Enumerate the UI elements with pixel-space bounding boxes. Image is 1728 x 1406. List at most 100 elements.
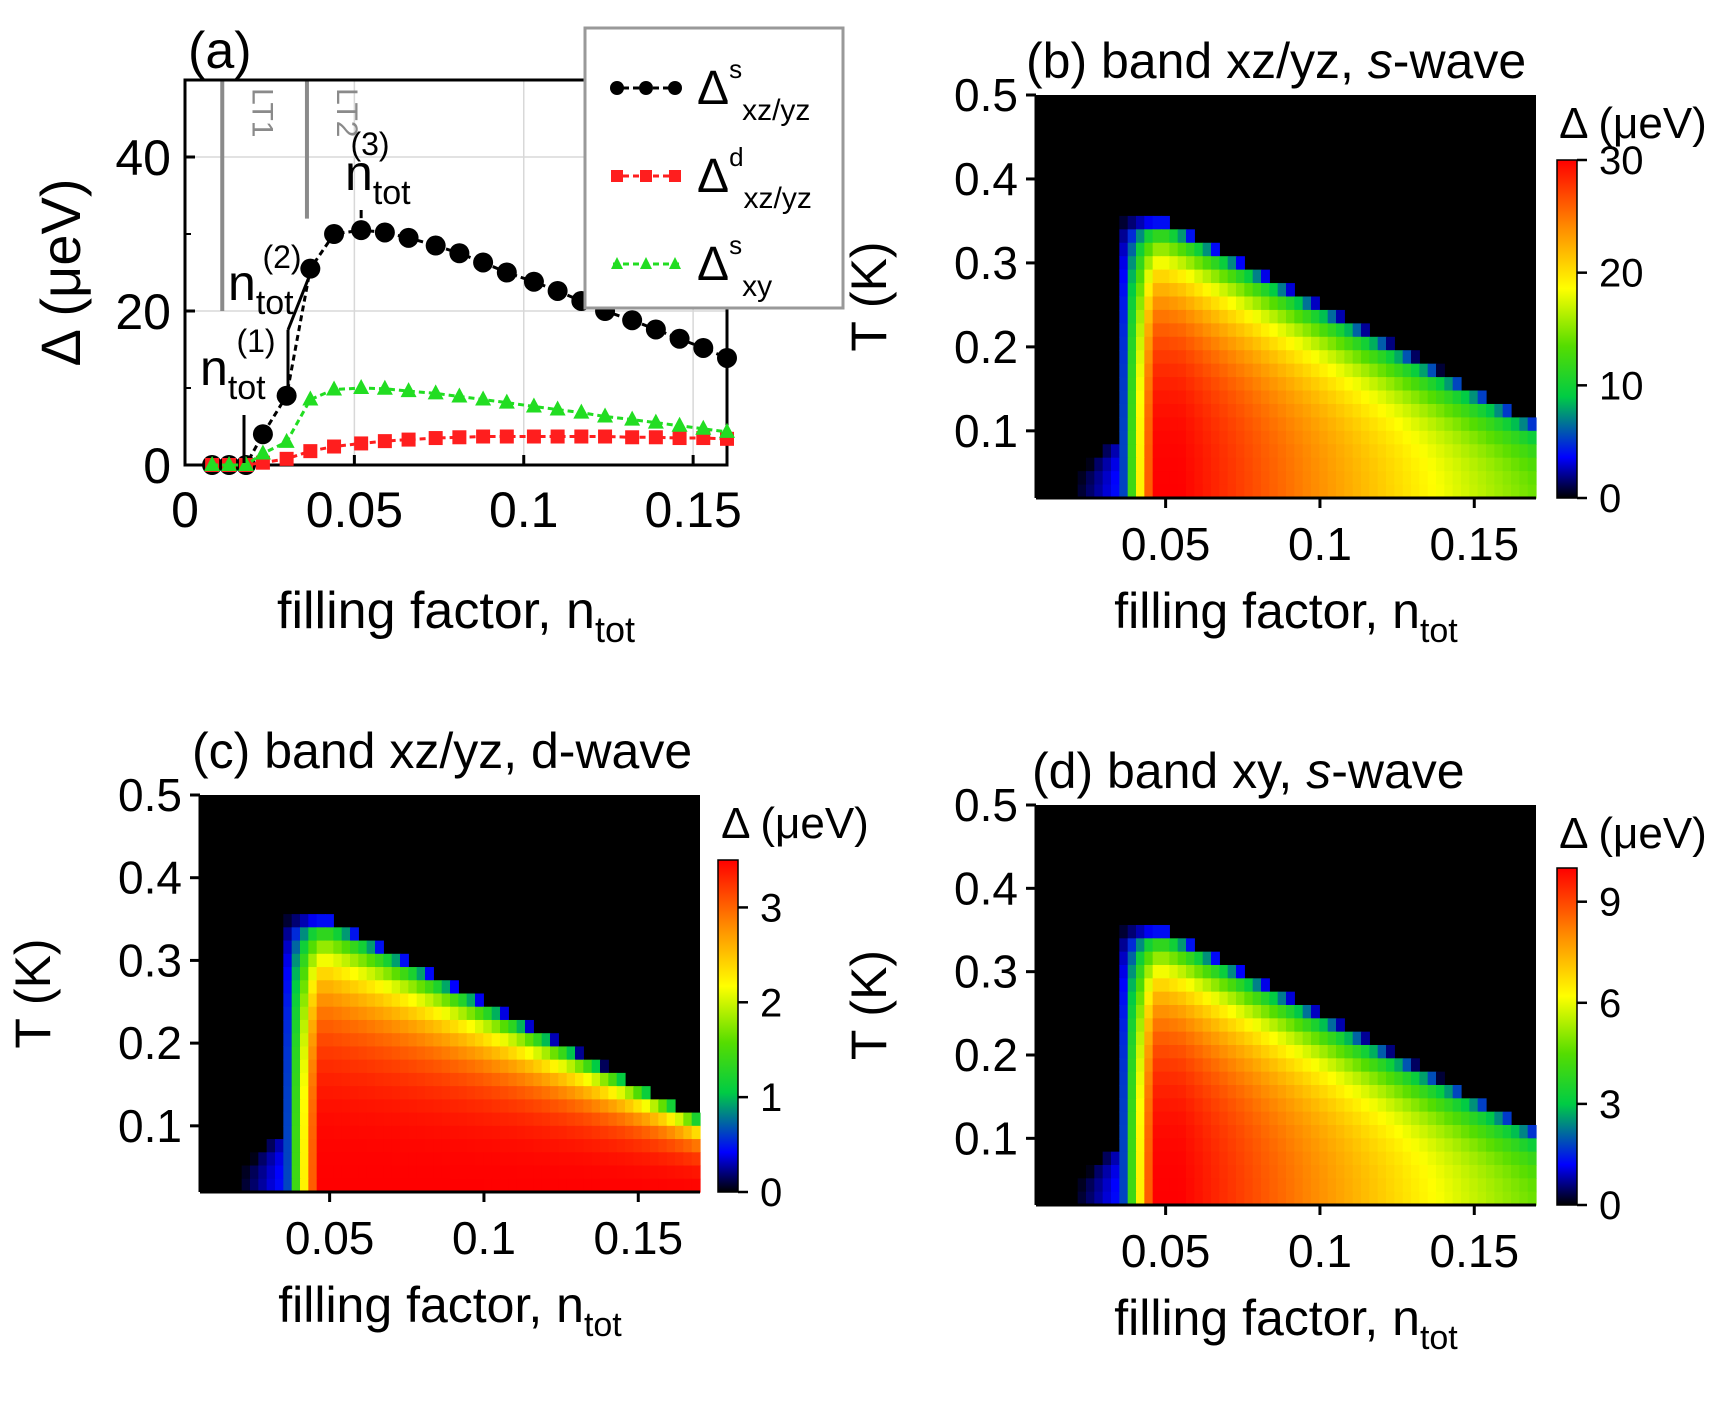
heatmap-cell	[1194, 991, 1204, 1006]
heatmap-cell	[1327, 363, 1337, 378]
heatmap-cell	[283, 1046, 293, 1061]
heatmap-cell	[1327, 390, 1337, 405]
heatmap-cell	[541, 1086, 551, 1100]
heatmap-cell	[300, 1152, 309, 1167]
y-axis-label: T (K)	[841, 950, 897, 1060]
heatmap-cell	[1194, 377, 1204, 392]
heatmap-cell	[500, 1046, 509, 1061]
heatmap-cell	[283, 1099, 293, 1114]
heatmap-cell	[625, 1125, 634, 1140]
heatmap-cell	[450, 1072, 459, 1087]
heatmap-cell	[1111, 1191, 1120, 1206]
heatmap-cell	[1202, 951, 1212, 966]
heatmap-cell	[608, 1125, 618, 1140]
heatmap-cell	[633, 1125, 643, 1140]
heatmap-cell	[291, 1086, 301, 1100]
heatmap-cell	[1136, 283, 1145, 298]
heatmap-cell	[408, 1086, 418, 1100]
heatmap-cell	[333, 940, 343, 955]
heatmap-cell	[1211, 444, 1220, 459]
heatmap-cell	[1102, 471, 1112, 486]
heatmap-cell	[541, 1178, 551, 1193]
x-tick-label: 0.1	[452, 1212, 516, 1264]
heatmap-cell	[1152, 1005, 1162, 1019]
heatmap-cell	[1161, 430, 1170, 445]
heatmap-cell	[1327, 1178, 1337, 1193]
heatmap-cell	[533, 1059, 543, 1074]
heatmap-cell	[1211, 336, 1220, 351]
heatmap-cell	[575, 1152, 584, 1167]
heatmap-cell	[1311, 390, 1320, 405]
heatmap-cell	[1211, 978, 1220, 993]
heatmap-cell	[1244, 1165, 1254, 1179]
heatmap-cell	[1302, 1178, 1312, 1193]
y-tick-label: 0.4	[954, 862, 1018, 914]
heatmap-cell	[1269, 430, 1279, 445]
heatmap-cell	[1411, 1165, 1420, 1179]
heatmap-cell	[325, 1152, 334, 1167]
heatmap-cell	[1344, 1178, 1354, 1193]
heatmap-cell	[400, 1086, 409, 1100]
heatmap-cell	[1177, 417, 1187, 432]
heatmap-cell	[391, 1139, 401, 1153]
heatmap-cell	[308, 1033, 318, 1048]
heatmap-cell	[350, 1099, 359, 1114]
heatmap-cell	[583, 1086, 593, 1100]
heatmap-cell	[283, 1072, 293, 1087]
heatmap-cell	[1236, 1178, 1245, 1193]
heatmap-cell	[1211, 323, 1220, 338]
heatmap-cell	[1161, 444, 1170, 459]
heatmap-cell	[1377, 457, 1387, 472]
heatmap-cell	[1136, 229, 1145, 244]
heatmap-cell	[625, 1165, 634, 1180]
heatmap-cell	[433, 980, 443, 995]
heatmap-cell	[1269, 363, 1279, 378]
heatmap-cell	[1411, 363, 1420, 378]
heatmap-cell	[1144, 938, 1154, 953]
heatmap-cell	[1169, 965, 1179, 979]
heatmap-cell	[1444, 1098, 1454, 1113]
heatmap-cell	[1336, 1151, 1345, 1166]
panel-c: 0.05 0.1 0.150.50.40.30.20.1T (K)filling f…	[5, 723, 869, 1344]
heatmap-cell	[416, 1072, 426, 1087]
heatmap-cell	[1302, 1138, 1312, 1153]
heatmap-cell	[1394, 1165, 1404, 1179]
heatmap-cell	[1294, 1031, 1304, 1046]
heatmap-cell	[1269, 1111, 1279, 1126]
heatmap-cell	[1369, 484, 1379, 499]
heatmap-cell	[1277, 323, 1287, 338]
heatmap-cell	[1344, 350, 1354, 365]
heatmap-cell	[350, 1019, 359, 1034]
heatmap-cell	[408, 1059, 418, 1074]
heatmap-cell	[1352, 430, 1362, 445]
heatmap-cell	[1202, 1151, 1212, 1166]
heatmap-cell	[1194, 1191, 1204, 1206]
heatmap-cell	[325, 1112, 334, 1127]
heatmap-cell	[475, 1099, 484, 1114]
heatmap-cell	[433, 1125, 443, 1140]
heatmap-cell	[1127, 363, 1137, 378]
heatmap-cell	[1319, 471, 1329, 486]
heatmap-cell	[375, 1165, 384, 1180]
heatmap-cell	[516, 1059, 526, 1074]
heatmap-cell	[675, 1112, 684, 1127]
heatmap-cell	[1386, 1058, 1395, 1073]
data-point-square	[354, 436, 369, 451]
heatmap-cell	[1302, 1018, 1312, 1033]
heatmap-cell	[1219, 283, 1229, 298]
heatmap-cell	[1177, 296, 1187, 311]
heatmap-cell	[558, 1059, 568, 1074]
heatmap-cell	[1352, 417, 1362, 432]
heatmap-cell	[1194, 1151, 1204, 1166]
heatmap-cell	[1327, 1138, 1337, 1153]
heatmap-cell	[1144, 965, 1154, 979]
heatmap-cell	[1469, 1191, 1479, 1206]
heatmap-cell	[1169, 377, 1179, 392]
y-axis-label: T (K)	[5, 938, 61, 1048]
heatmap-cell	[1169, 283, 1179, 298]
heatmap-cell	[1486, 403, 1495, 418]
heatmap-cell	[1161, 1165, 1170, 1179]
heatmap-cell	[1286, 430, 1295, 445]
heatmap-cell	[1127, 1178, 1137, 1193]
heatmap-cell	[1177, 471, 1187, 486]
